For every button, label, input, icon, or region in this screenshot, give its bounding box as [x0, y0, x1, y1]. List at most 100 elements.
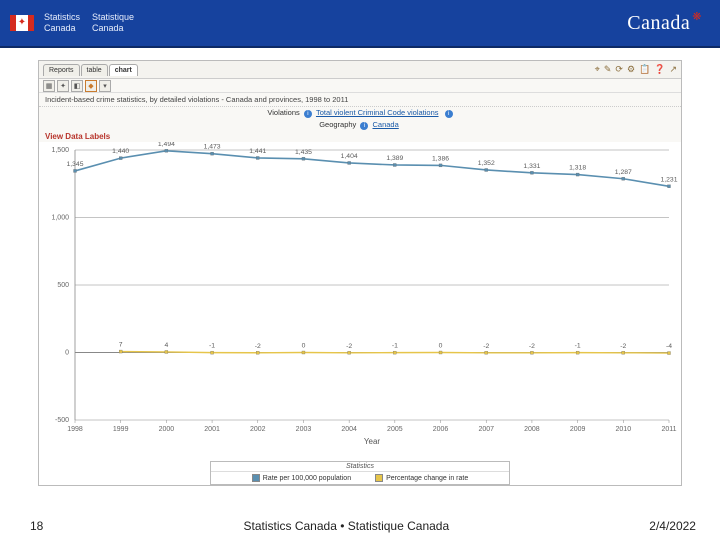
page-number: 18	[30, 519, 43, 533]
chart-region: -50005001,0001,5001998199920002001200220…	[39, 142, 681, 485]
line-chart: -50005001,0001,5001998199920002001200220…	[39, 142, 679, 452]
svg-text:2007: 2007	[478, 426, 494, 433]
view-tabs: Reportstablechart	[43, 64, 139, 76]
toolbar-icon-2[interactable]: ⟳	[615, 64, 623, 75]
slide-page: ✦ Statistics Canada Statistique Canada C…	[0, 0, 720, 540]
toolbar-icon-6[interactable]: ↗	[669, 64, 677, 75]
svg-text:2004: 2004	[341, 426, 357, 433]
toolbar-icons: ⌖ ✎⟳ ⚙ 📋 ❓ ↗	[595, 64, 677, 75]
svg-text:1,318: 1,318	[569, 165, 586, 172]
tool-btn-5[interactable]: ▾	[99, 80, 111, 92]
maple-leaf-icon: ❋	[692, 10, 702, 23]
svg-text:1,435: 1,435	[295, 149, 312, 156]
svg-text:2005: 2005	[387, 426, 403, 433]
slide-body: Reportstablechart ⌖ ✎⟳ ⚙ 📋 ❓ ↗ ▦ ✦ ◧ ◆ ▾ Inci…	[0, 48, 720, 512]
svg-text:1,386: 1,386	[432, 155, 449, 162]
svg-text:1,473: 1,473	[204, 144, 221, 151]
svg-text:4: 4	[164, 342, 168, 349]
info-icon[interactable]: i	[304, 110, 312, 118]
org-titles: Statistics Canada Statistique Canada	[44, 12, 134, 34]
svg-text:-1: -1	[209, 343, 215, 350]
org-en-line2: Canada	[44, 23, 80, 34]
chart-legend: Statistics Rate per 100,000 population Pe…	[210, 461, 510, 485]
toolbar-icon-5[interactable]: ❓	[654, 64, 665, 75]
svg-text:-2: -2	[483, 343, 489, 350]
svg-text:-2: -2	[529, 343, 535, 350]
toolbar-icon-3[interactable]: ⚙	[627, 64, 635, 75]
svg-text:1,331: 1,331	[523, 163, 540, 170]
toolbar-icon-1[interactable]: ✎	[604, 64, 612, 75]
filter-geo-label: Geography	[319, 120, 356, 129]
app-window: Reportstablechart ⌖ ✎⟳ ⚙ 📋 ❓ ↗ ▦ ✦ ◧ ◆ ▾ Inci…	[38, 60, 682, 486]
svg-text:1999: 1999	[113, 426, 129, 433]
svg-text:-2: -2	[346, 343, 352, 350]
svg-text:2002: 2002	[250, 426, 266, 433]
svg-text:-500: -500	[55, 417, 69, 424]
filter-row: Violations i Total violent Criminal Code…	[39, 107, 681, 119]
svg-text:1,000: 1,000	[51, 215, 69, 222]
svg-text:0: 0	[65, 350, 69, 357]
flag-icon: ✦	[10, 15, 34, 31]
tab-table[interactable]: table	[81, 64, 108, 76]
legend-title: Statistics	[211, 462, 509, 472]
slide-footer: 18 Statistics Canada • Statistique Canad…	[0, 512, 720, 540]
tab-reports[interactable]: Reports	[43, 64, 80, 76]
tab-chart[interactable]: chart	[109, 64, 138, 76]
svg-text:2011: 2011	[661, 426, 676, 433]
svg-text:2010: 2010	[616, 426, 632, 433]
org-fr-line1: Statistique	[92, 12, 134, 23]
svg-text:7: 7	[119, 342, 123, 349]
svg-text:2008: 2008	[524, 426, 540, 433]
svg-text:-1: -1	[575, 343, 581, 350]
svg-text:1,352: 1,352	[478, 160, 495, 167]
canada-wordmark: Canada❋	[627, 12, 702, 35]
tool-btn-3[interactable]: ◧	[71, 80, 83, 92]
svg-text:1,494: 1,494	[158, 142, 175, 148]
toolbar-icon-0[interactable]: ⌖	[595, 64, 600, 75]
tool-btn-2[interactable]: ✦	[57, 80, 69, 92]
svg-text:1,231: 1,231	[660, 176, 677, 183]
gov-header: ✦ Statistics Canada Statistique Canada C…	[0, 0, 720, 48]
tool-btn-4[interactable]: ◆	[85, 80, 97, 92]
toolbar-icon-4[interactable]: 📋	[639, 64, 650, 75]
legend-item-pct_change: Percentage change in rate	[375, 474, 468, 482]
footer-center: Statistics Canada • Statistique Canada	[243, 519, 449, 533]
info-icon[interactable]: i	[445, 110, 453, 118]
header-left: ✦ Statistics Canada Statistique Canada	[10, 12, 134, 34]
filter-violations-label: Violations	[267, 108, 299, 117]
svg-text:Year: Year	[364, 437, 381, 446]
svg-text:500: 500	[57, 282, 69, 289]
svg-text:1,441: 1,441	[249, 148, 266, 155]
svg-text:0: 0	[439, 343, 443, 350]
svg-text:-1: -1	[392, 343, 398, 350]
legend-item-rate: Rate per 100,000 population	[252, 474, 351, 482]
org-en-line1: Statistics	[44, 12, 80, 23]
svg-text:1,389: 1,389	[386, 155, 403, 162]
svg-text:1,404: 1,404	[341, 153, 358, 160]
footer-date: 2/4/2022	[649, 519, 696, 533]
mini-toolbar: ▦ ✦ ◧ ◆ ▾	[39, 79, 681, 93]
svg-text:-4: -4	[666, 343, 672, 350]
filter-violations-value[interactable]: Total violent Criminal Code violations	[316, 108, 439, 117]
svg-text:1,345: 1,345	[66, 161, 83, 168]
svg-text:0: 0	[302, 343, 306, 350]
filter-row-2: Geography i Canada	[39, 119, 681, 131]
svg-text:2009: 2009	[570, 426, 586, 433]
info-icon[interactable]: i	[360, 122, 368, 130]
svg-text:2006: 2006	[433, 426, 449, 433]
window-topbar: Reportstablechart ⌖ ✎⟳ ⚙ 📋 ❓ ↗	[39, 61, 681, 79]
svg-text:2001: 2001	[204, 426, 220, 433]
legend-items: Rate per 100,000 population Percentage ch…	[211, 472, 509, 484]
filter-geo-value[interactable]: Canada	[373, 120, 399, 129]
view-data-labels-link[interactable]: View Data Labels	[39, 131, 681, 142]
org-fr-line2: Canada	[92, 23, 134, 34]
dataset-subtitle: Incident-based crime statistics, by deta…	[39, 93, 681, 107]
svg-text:1,440: 1,440	[112, 148, 129, 155]
svg-text:-2: -2	[620, 343, 626, 350]
svg-text:1,287: 1,287	[615, 169, 632, 176]
svg-text:-2: -2	[255, 343, 261, 350]
svg-text:1998: 1998	[67, 426, 83, 433]
svg-text:2003: 2003	[296, 426, 312, 433]
svg-text:2000: 2000	[159, 426, 175, 433]
tool-btn-1[interactable]: ▦	[43, 80, 55, 92]
